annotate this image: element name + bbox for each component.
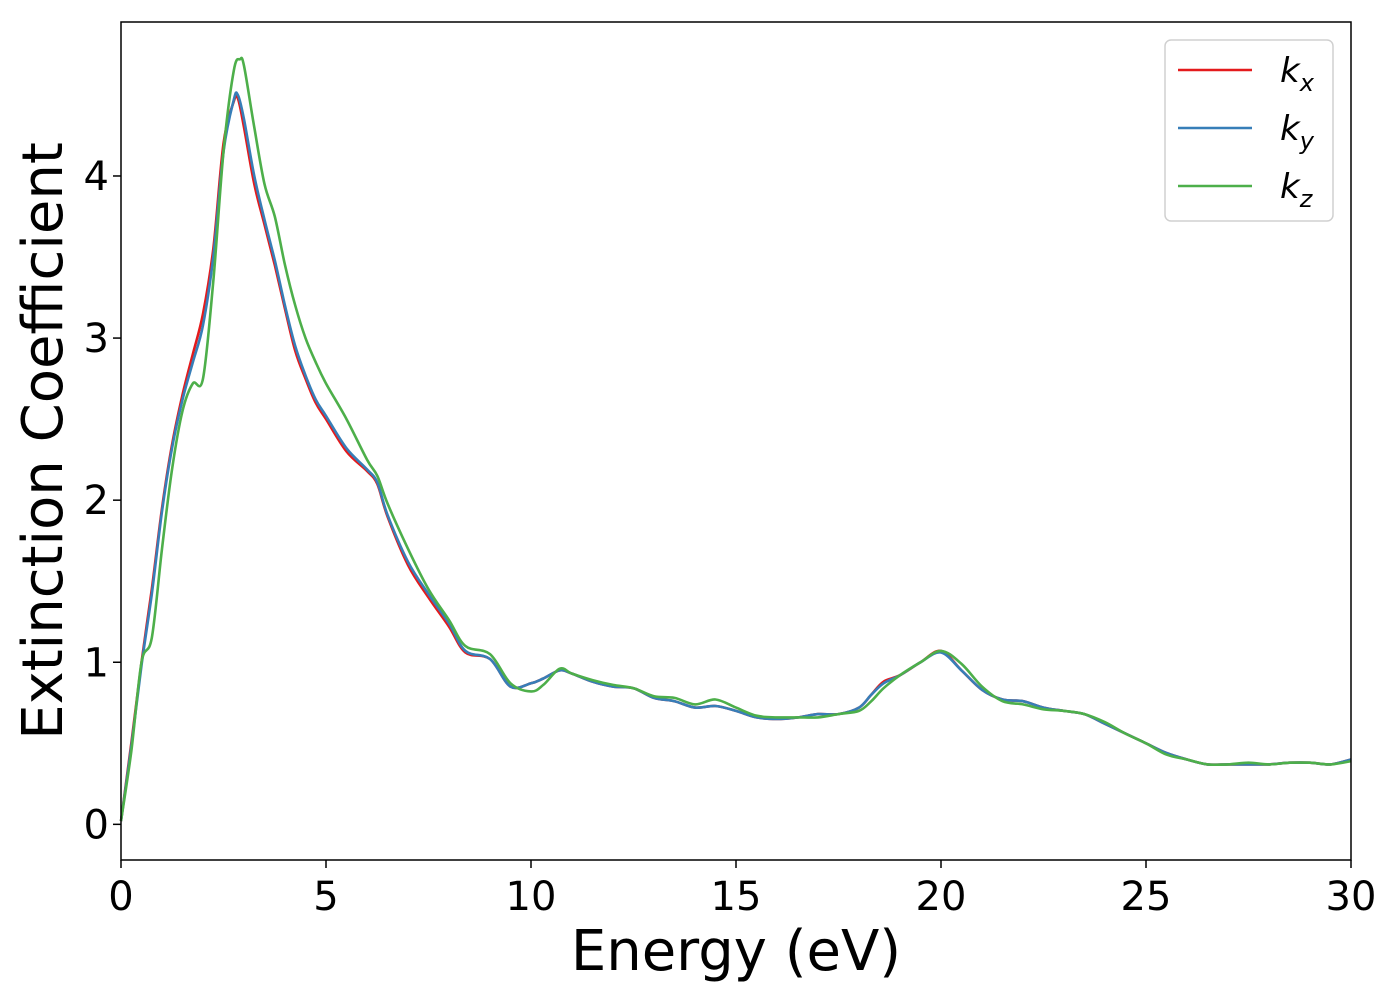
y-tick-label: 1 — [84, 640, 109, 686]
x-axis-ticks: 0 5 10 15 20 25 30 — [108, 860, 1376, 920]
x-axis-label: Energy (eV) — [571, 919, 901, 984]
x-tick-label: 25 — [1121, 874, 1172, 920]
y-tick-label: 4 — [84, 154, 109, 200]
y-axis-label: Extinction Coefficient — [11, 142, 76, 740]
y-tick-label: 3 — [84, 316, 109, 362]
legend-label-kx: kx — [1280, 51, 1315, 97]
legend-label-subscript: y — [1299, 127, 1315, 155]
series-line-kz — [119, 56, 1352, 822]
y-axis-ticks: 0 1 2 3 4 — [84, 154, 121, 848]
legend-label-subscript: x — [1299, 69, 1315, 97]
series-layer — [119, 56, 1352, 822]
legend-box — [1164, 39, 1334, 222]
x-tick-label: 5 — [313, 874, 338, 920]
x-tick-label: 20 — [916, 874, 967, 920]
legend-label-base: k — [1280, 109, 1301, 149]
x-tick-label: 10 — [506, 874, 557, 920]
legend-label-subscript: z — [1299, 185, 1314, 213]
x-tick-label: 30 — [1326, 874, 1377, 920]
y-tick-label: 2 — [84, 478, 109, 524]
legend-label-base: k — [1280, 51, 1301, 91]
x-tick-label: 0 — [108, 874, 133, 920]
x-tick-label: 15 — [711, 874, 762, 920]
legend-label-base: k — [1280, 167, 1301, 207]
legend-label-kz: kz — [1280, 167, 1314, 213]
legend-label-ky: ky — [1280, 109, 1315, 155]
y-tick-label: 0 — [84, 802, 109, 848]
